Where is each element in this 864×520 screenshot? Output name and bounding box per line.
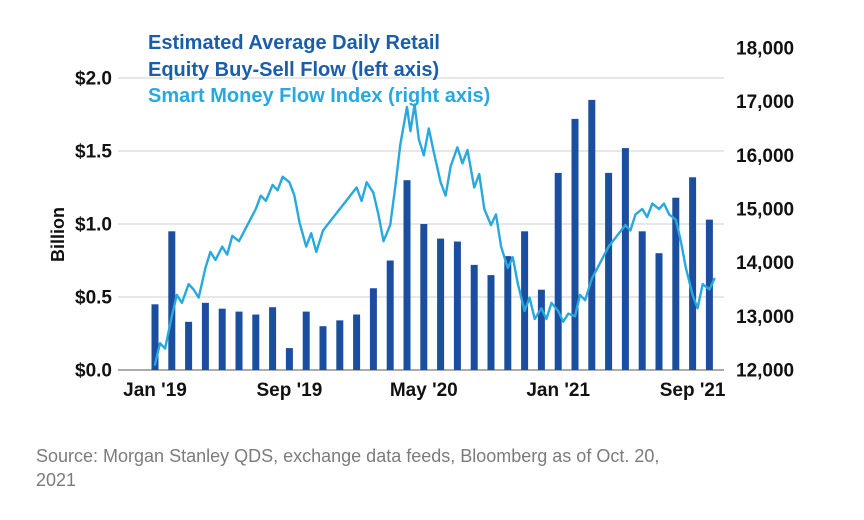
right-axis-tick-label: 15,000 bbox=[736, 200, 794, 221]
retail-flow-bar bbox=[285, 348, 293, 370]
retail-flow-bar bbox=[420, 224, 428, 370]
right-axis-tick-label: 18,000 bbox=[736, 39, 794, 60]
x-axis-tick-label: Jan '19 bbox=[123, 380, 187, 401]
retail-flow-bar bbox=[638, 231, 646, 370]
retail-flow-bar bbox=[201, 302, 209, 370]
retail-flow-bar bbox=[588, 99, 596, 371]
retail-flow-bar bbox=[235, 311, 243, 370]
chart-canvas: $0.0 $0.5 $1.0 $1.5 $2.0 12,000 13,000 14,000 15… bbox=[48, 39, 794, 402]
right-axis-tick-label: 13,000 bbox=[736, 307, 794, 328]
retail-flow-bar bbox=[403, 180, 411, 370]
retail-flow-bar bbox=[453, 241, 461, 370]
x-axis-tick-label: Sep '19 bbox=[257, 380, 323, 401]
left-axis-tick-label: $0.5 bbox=[75, 288, 112, 309]
retail-flow-bar bbox=[705, 219, 713, 370]
retail-flow-bar bbox=[689, 177, 697, 370]
x-axis-tick-label: Sep '21 bbox=[660, 380, 726, 401]
right-axis-tick-label: 17,000 bbox=[736, 92, 794, 113]
retail-flow-bar bbox=[168, 231, 176, 370]
source-attribution: Source: Morgan Stanley QDS, exchange dat… bbox=[36, 446, 660, 491]
smart-money-flow-line bbox=[153, 103, 716, 366]
retail-flow-bar bbox=[470, 264, 478, 370]
retail-flow-bar bbox=[369, 288, 377, 370]
retail-flow-bar bbox=[252, 314, 260, 370]
retail-flow-bar bbox=[504, 256, 512, 370]
left-axis-tick-label: $0.0 bbox=[75, 361, 112, 382]
retail-flow-bar bbox=[386, 260, 394, 370]
retail-flow-bar bbox=[319, 326, 327, 370]
left-axis-tick-label: $1.5 bbox=[75, 142, 112, 163]
right-axis-tick-label: 16,000 bbox=[736, 146, 794, 167]
retail-flow-bar bbox=[621, 148, 629, 370]
retail-flow-bar bbox=[151, 304, 159, 370]
x-axis-tick-label: Jan '21 bbox=[526, 380, 590, 401]
retail-flow-bar bbox=[605, 172, 613, 370]
retail-flow-bar bbox=[302, 311, 310, 370]
retail-flow-bar bbox=[487, 275, 495, 370]
retail-flow-bar bbox=[554, 172, 562, 370]
retail-flow-bar bbox=[537, 289, 545, 370]
right-axis-tick-label: 14,000 bbox=[736, 253, 794, 274]
x-axis-tick-label: May '20 bbox=[390, 380, 458, 401]
left-axis-tick-label: $2.0 bbox=[75, 69, 112, 90]
retail-flow-bar bbox=[672, 197, 680, 370]
retail-flow-bar bbox=[218, 308, 226, 370]
left-axis-tick-label: $1.0 bbox=[75, 215, 112, 236]
retail-flow-bar bbox=[336, 320, 344, 370]
retail-flow-bar bbox=[353, 314, 361, 370]
retail-flow-bar bbox=[571, 118, 579, 370]
retail-flow-bar bbox=[269, 307, 277, 370]
retail-flow-bar bbox=[437, 238, 445, 370]
retail-flow-bar bbox=[521, 231, 529, 370]
retail-flow-bar bbox=[655, 253, 663, 370]
retail-flow-bar bbox=[185, 321, 193, 370]
left-axis-title: Billion bbox=[48, 207, 68, 262]
right-axis-tick-label: 12,000 bbox=[736, 361, 794, 382]
